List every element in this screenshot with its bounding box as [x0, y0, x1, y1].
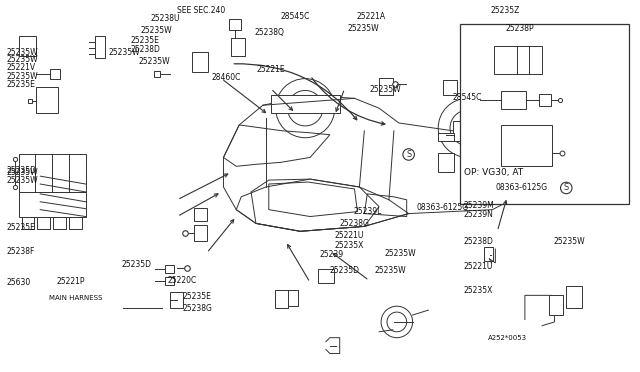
- Text: 28460C: 28460C: [212, 73, 241, 82]
- Text: 25235W: 25235W: [374, 266, 406, 275]
- Bar: [443, 80, 457, 95]
- Bar: [192, 52, 208, 72]
- Bar: [19, 192, 86, 217]
- Text: 25238D: 25238D: [131, 45, 161, 54]
- Text: 25235E: 25235E: [131, 36, 160, 45]
- Bar: [460, 25, 629, 204]
- Text: 25221P: 25221P: [56, 277, 84, 286]
- Text: 25221V: 25221V: [7, 63, 36, 72]
- Text: 08363-6125G: 08363-6125G: [495, 183, 547, 192]
- Bar: [231, 38, 245, 56]
- Text: 25239: 25239: [320, 250, 344, 259]
- Text: 25235W: 25235W: [7, 176, 38, 185]
- Bar: [438, 133, 454, 141]
- Bar: [566, 286, 582, 308]
- Bar: [494, 46, 541, 74]
- Bar: [484, 247, 493, 261]
- Text: 25221U: 25221U: [335, 231, 364, 240]
- Text: 25238G: 25238G: [182, 304, 212, 312]
- Text: 25221U: 25221U: [464, 262, 493, 271]
- Text: 28545C: 28545C: [280, 12, 310, 21]
- Text: 25239L: 25239L: [353, 207, 382, 216]
- Bar: [22, 217, 35, 230]
- Text: 25238P: 25238P: [505, 24, 534, 33]
- Text: 25235E: 25235E: [7, 223, 36, 232]
- Text: 25238D: 25238D: [464, 237, 493, 246]
- Bar: [379, 78, 393, 95]
- Bar: [19, 154, 86, 192]
- Text: 25238U: 25238U: [150, 14, 180, 23]
- Text: 25238Q: 25238Q: [254, 28, 284, 37]
- Text: OP: VG30, AT: OP: VG30, AT: [464, 168, 523, 177]
- Text: 25235W: 25235W: [554, 237, 585, 246]
- Text: 25235W: 25235W: [384, 250, 415, 259]
- Text: S: S: [564, 183, 569, 192]
- Text: 25235W: 25235W: [7, 168, 38, 177]
- Bar: [275, 291, 289, 308]
- Text: S: S: [406, 150, 412, 159]
- Bar: [69, 217, 82, 230]
- Text: 25220C: 25220C: [167, 276, 196, 285]
- Text: 25238F: 25238F: [7, 247, 35, 256]
- Text: A252*0053: A252*0053: [488, 335, 527, 341]
- Text: 28545C: 28545C: [453, 93, 483, 102]
- Bar: [453, 121, 475, 141]
- Bar: [501, 125, 552, 166]
- Bar: [194, 208, 207, 221]
- Bar: [194, 225, 207, 241]
- Text: 25235W: 25235W: [139, 57, 170, 66]
- Text: 25235D: 25235D: [121, 260, 151, 269]
- Bar: [37, 217, 50, 230]
- Text: MAIN HARNESS: MAIN HARNESS: [49, 295, 102, 301]
- Text: 25235W: 25235W: [7, 72, 38, 81]
- Text: 25239N: 25239N: [464, 210, 493, 219]
- Text: 25235W: 25235W: [7, 48, 38, 57]
- Text: 25235X: 25235X: [335, 241, 364, 250]
- Text: 25238G: 25238G: [340, 219, 369, 228]
- Bar: [36, 87, 58, 113]
- Text: 25235W: 25235W: [348, 24, 380, 33]
- Bar: [95, 36, 105, 58]
- Text: 25235D: 25235D: [7, 166, 36, 175]
- Bar: [438, 153, 454, 172]
- Bar: [539, 94, 550, 106]
- Bar: [170, 292, 183, 308]
- Text: 25235E: 25235E: [7, 80, 36, 89]
- Bar: [50, 69, 60, 78]
- Text: 25235W: 25235W: [141, 26, 172, 35]
- Bar: [501, 92, 526, 109]
- Bar: [318, 269, 334, 283]
- Text: 25235W: 25235W: [108, 48, 140, 57]
- Text: 25235W: 25235W: [369, 85, 401, 94]
- Bar: [19, 36, 36, 56]
- Bar: [548, 295, 563, 315]
- Text: 25235Z: 25235Z: [490, 6, 520, 15]
- Text: 25235D: 25235D: [330, 266, 360, 275]
- Text: 25221A: 25221A: [356, 12, 385, 21]
- Bar: [53, 217, 66, 230]
- Text: 25235E: 25235E: [182, 292, 211, 301]
- Bar: [165, 277, 174, 285]
- Bar: [165, 265, 174, 273]
- Text: 25235X: 25235X: [464, 286, 493, 295]
- Text: SEE SEC.240: SEE SEC.240: [177, 6, 225, 15]
- Text: 25630: 25630: [7, 278, 31, 287]
- Text: 25235W: 25235W: [7, 55, 38, 64]
- Text: 25239M: 25239M: [464, 201, 495, 210]
- Text: 25221E: 25221E: [257, 65, 285, 74]
- Bar: [271, 95, 340, 113]
- Text: 08363-6125G: 08363-6125G: [417, 203, 468, 212]
- Bar: [229, 19, 241, 31]
